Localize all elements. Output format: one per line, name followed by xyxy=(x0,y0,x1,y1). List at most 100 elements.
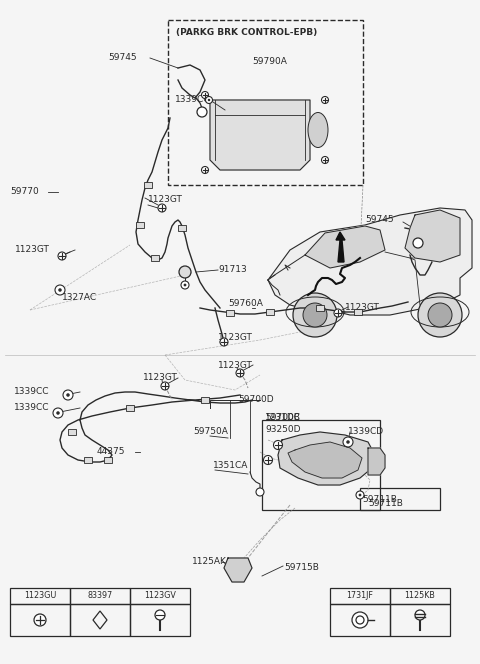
Bar xyxy=(330,604,390,636)
Text: 1327AC: 1327AC xyxy=(62,293,97,301)
Polygon shape xyxy=(224,558,252,582)
Ellipse shape xyxy=(58,288,62,291)
Text: 1123GT: 1123GT xyxy=(15,246,50,254)
Bar xyxy=(104,457,112,463)
Text: 1123GT: 1123GT xyxy=(218,361,253,369)
Bar xyxy=(201,397,209,403)
Ellipse shape xyxy=(413,238,423,248)
Ellipse shape xyxy=(183,284,186,286)
Bar xyxy=(68,429,76,435)
Ellipse shape xyxy=(56,411,60,415)
Ellipse shape xyxy=(205,96,213,104)
Bar xyxy=(151,255,159,261)
Ellipse shape xyxy=(415,610,425,620)
Ellipse shape xyxy=(220,338,228,346)
Text: 59760A: 59760A xyxy=(228,299,263,307)
Bar xyxy=(70,588,130,604)
Text: 1351CA: 1351CA xyxy=(213,461,248,471)
Bar xyxy=(390,604,450,636)
Bar xyxy=(144,182,152,188)
Bar xyxy=(262,420,380,510)
Bar xyxy=(266,309,274,315)
Bar xyxy=(330,588,390,604)
Bar xyxy=(354,309,362,315)
Text: 1123GU: 1123GU xyxy=(24,592,56,600)
Text: 1339CC: 1339CC xyxy=(14,404,49,412)
Ellipse shape xyxy=(343,437,353,447)
Text: (PARKG BRK CONTROL-EPB): (PARKG BRK CONTROL-EPB) xyxy=(176,27,317,37)
Ellipse shape xyxy=(303,303,327,327)
Text: 59700D: 59700D xyxy=(238,396,274,404)
Bar xyxy=(130,588,190,604)
Ellipse shape xyxy=(352,612,368,628)
Bar xyxy=(136,222,144,228)
Polygon shape xyxy=(305,226,385,268)
Text: 1339CC: 1339CC xyxy=(175,96,211,104)
Ellipse shape xyxy=(264,456,273,465)
Ellipse shape xyxy=(256,488,264,496)
Text: 83397: 83397 xyxy=(87,592,113,600)
Ellipse shape xyxy=(155,610,165,620)
Text: 59700C: 59700C xyxy=(265,414,300,422)
Ellipse shape xyxy=(308,112,328,147)
Text: 59715B: 59715B xyxy=(284,564,319,572)
Text: 1123GT: 1123GT xyxy=(148,195,183,205)
Text: 91713: 91713 xyxy=(218,266,247,274)
Ellipse shape xyxy=(34,614,46,626)
Ellipse shape xyxy=(58,252,66,260)
Polygon shape xyxy=(210,100,310,170)
Text: 1123GT: 1123GT xyxy=(345,303,380,313)
Ellipse shape xyxy=(359,493,361,497)
Polygon shape xyxy=(336,232,345,262)
Text: 1339CD: 1339CD xyxy=(348,428,384,436)
Ellipse shape xyxy=(197,107,207,117)
Ellipse shape xyxy=(202,167,208,173)
Ellipse shape xyxy=(63,390,73,400)
Ellipse shape xyxy=(428,303,452,327)
Bar xyxy=(126,405,134,411)
Ellipse shape xyxy=(293,293,337,337)
Polygon shape xyxy=(278,432,375,485)
Bar xyxy=(316,305,324,311)
Text: 1123GT: 1123GT xyxy=(143,373,178,382)
Text: 59745: 59745 xyxy=(365,216,394,224)
Ellipse shape xyxy=(181,281,189,289)
Text: 1123GT: 1123GT xyxy=(218,333,253,341)
Bar xyxy=(10,588,70,604)
Text: 1123GV: 1123GV xyxy=(144,592,176,600)
Ellipse shape xyxy=(334,309,342,317)
Bar xyxy=(226,310,234,316)
Polygon shape xyxy=(405,210,460,262)
Ellipse shape xyxy=(179,266,191,278)
Ellipse shape xyxy=(55,285,65,295)
Text: 1125KB: 1125KB xyxy=(405,592,435,600)
Ellipse shape xyxy=(53,408,63,418)
Bar xyxy=(390,588,450,604)
Bar xyxy=(70,604,130,636)
Text: 59745: 59745 xyxy=(108,54,137,62)
Polygon shape xyxy=(288,442,362,478)
Text: 59770: 59770 xyxy=(10,187,39,197)
Ellipse shape xyxy=(346,440,350,444)
Text: 44375: 44375 xyxy=(97,448,125,457)
Ellipse shape xyxy=(322,157,328,163)
Text: 59711B: 59711B xyxy=(362,495,397,503)
Bar xyxy=(10,604,70,636)
Ellipse shape xyxy=(66,393,70,397)
Text: 1231DB: 1231DB xyxy=(265,414,301,422)
Ellipse shape xyxy=(322,96,328,104)
Ellipse shape xyxy=(356,491,364,499)
Text: 59711B: 59711B xyxy=(368,499,403,507)
Text: 93250D: 93250D xyxy=(265,426,300,434)
Text: 59750A: 59750A xyxy=(193,428,228,436)
Ellipse shape xyxy=(356,616,364,624)
Text: 1731JF: 1731JF xyxy=(347,592,373,600)
Ellipse shape xyxy=(202,92,208,98)
Text: 59790A: 59790A xyxy=(252,58,287,66)
Polygon shape xyxy=(368,448,385,475)
Ellipse shape xyxy=(161,382,169,390)
Ellipse shape xyxy=(158,204,166,212)
Bar xyxy=(130,604,190,636)
Text: 1125AK: 1125AK xyxy=(192,558,227,566)
Ellipse shape xyxy=(274,440,283,450)
